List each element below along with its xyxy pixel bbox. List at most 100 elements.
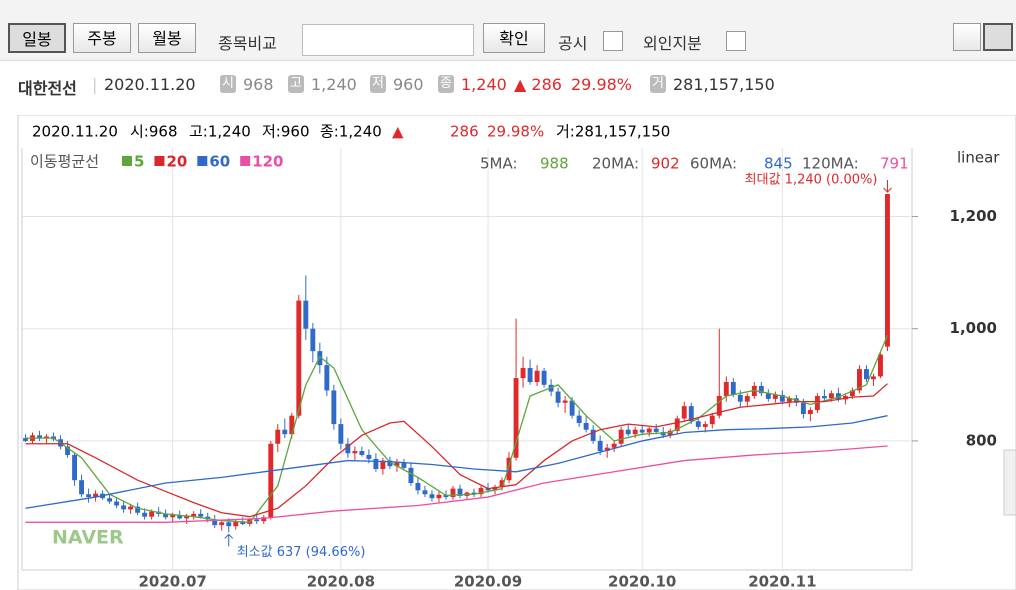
candle-body bbox=[772, 394, 778, 399]
candle-body bbox=[184, 516, 190, 519]
candle-body bbox=[786, 398, 792, 402]
badge: 종 bbox=[438, 75, 454, 93]
candle-body bbox=[555, 391, 561, 403]
ma-label: 120MA: bbox=[802, 155, 859, 173]
candle-body bbox=[345, 443, 351, 454]
min-label: 최소값 637 (94.66%) bbox=[237, 545, 366, 560]
candle-body bbox=[23, 438, 28, 441]
info-arrow: ▲ bbox=[392, 123, 404, 141]
candle-body bbox=[296, 300, 302, 416]
y-tick-label: 1,000 bbox=[950, 319, 997, 337]
chart: 2020.11.20 시:968 고:1,240 저:960 종:1,240 ▲… bbox=[17, 115, 1016, 590]
info-pct: 29.98% bbox=[487, 123, 544, 141]
x-tick-label: 2020.07 bbox=[139, 573, 207, 590]
candle-body bbox=[723, 382, 729, 397]
candle-body bbox=[359, 451, 365, 455]
quote-pct: 29.98% bbox=[571, 75, 633, 94]
candle-body bbox=[282, 429, 288, 435]
candle-body bbox=[44, 436, 49, 439]
week-button[interactable]: 주봉 bbox=[73, 23, 131, 53]
candle-body bbox=[37, 435, 42, 439]
info-close: 종:1,240 bbox=[320, 123, 382, 141]
candle-body bbox=[604, 447, 610, 452]
candle-body bbox=[730, 382, 736, 395]
candle-body bbox=[576, 415, 582, 423]
candle-body bbox=[394, 462, 400, 467]
candle-body bbox=[219, 522, 225, 526]
ma-value: 791 bbox=[880, 155, 909, 173]
compare-input[interactable] bbox=[302, 24, 474, 56]
candle-body bbox=[450, 488, 456, 498]
candle-body bbox=[170, 515, 176, 518]
candle-body bbox=[380, 460, 386, 469]
candle-body bbox=[128, 506, 134, 510]
min-arrow bbox=[224, 533, 234, 547]
x-tick-label: 2020.10 bbox=[608, 573, 676, 590]
candle-body bbox=[527, 367, 533, 383]
checkbox[interactable] bbox=[603, 31, 623, 51]
checkbox-label: 외인지분 bbox=[643, 34, 702, 53]
candle-body bbox=[233, 521, 239, 527]
badge: 저 bbox=[370, 75, 386, 93]
scale-label: linear bbox=[957, 149, 1000, 167]
candle-body bbox=[310, 328, 316, 352]
candle-body bbox=[429, 494, 435, 499]
max-arrow bbox=[883, 180, 892, 193]
candle-body bbox=[338, 424, 344, 444]
badge: 시 bbox=[220, 75, 236, 93]
max-label: 최대값 1,240 (0.00%) bbox=[745, 173, 878, 188]
candle-body bbox=[422, 490, 428, 495]
candle-body bbox=[303, 300, 309, 329]
confirm-button[interactable]: 확인 bbox=[483, 23, 545, 53]
candle-body bbox=[268, 443, 274, 518]
ma-value: 988 bbox=[540, 155, 569, 173]
info-volume: 거:281,157,150 bbox=[556, 123, 670, 141]
candle-body bbox=[373, 458, 379, 469]
candle-body bbox=[821, 396, 827, 399]
tool-icon[interactable] bbox=[983, 23, 1013, 51]
candle-body bbox=[702, 424, 708, 427]
candle-body bbox=[541, 370, 547, 385]
candle-body bbox=[632, 429, 638, 435]
candle-body bbox=[387, 460, 393, 467]
month-button[interactable]: 월봉 bbox=[138, 23, 196, 53]
candle-body bbox=[93, 493, 99, 498]
candle-body bbox=[79, 480, 85, 495]
candle-body bbox=[520, 367, 526, 379]
quote-row: 대한전선 | 2020.11.20 시 968 고 1,240 저 960 종 … bbox=[0, 62, 1016, 108]
info-change: 286 bbox=[450, 123, 479, 141]
candle-body bbox=[163, 513, 169, 518]
candle-body bbox=[871, 376, 876, 380]
ma-title: 이동평균선 bbox=[30, 153, 99, 171]
candle-body bbox=[716, 396, 722, 416]
candle-body bbox=[534, 370, 540, 383]
candle-body bbox=[562, 400, 568, 403]
quote-low: 960 bbox=[393, 75, 424, 94]
legend-swatch bbox=[197, 156, 208, 166]
ma-line bbox=[25, 335, 889, 523]
x-tick-label: 2020.11 bbox=[748, 573, 816, 590]
checkbox[interactable] bbox=[726, 31, 746, 51]
scroll-tab[interactable] bbox=[1003, 449, 1016, 516]
candle-body bbox=[240, 521, 246, 524]
candle-body bbox=[401, 462, 407, 468]
candle-body bbox=[275, 429, 281, 444]
x-tick-label: 2020.09 bbox=[454, 573, 522, 590]
tool-icon[interactable] bbox=[953, 23, 981, 51]
candle-body bbox=[191, 513, 197, 517]
candle-body bbox=[828, 393, 834, 399]
stock-name: 대한전선 bbox=[18, 79, 77, 98]
quote-high: 1,240 bbox=[311, 75, 357, 94]
quote-date: 2020.11.20 bbox=[104, 75, 196, 94]
legend-swatch bbox=[154, 156, 165, 166]
quote-volume: 281,157,150 bbox=[673, 75, 775, 94]
candle-body bbox=[758, 385, 764, 394]
candle-body bbox=[149, 511, 155, 517]
candle-body bbox=[765, 393, 771, 399]
candle-body bbox=[856, 369, 862, 391]
compare-label: 종목비교 bbox=[218, 34, 277, 53]
day-button[interactable]: 일봉 bbox=[8, 23, 66, 53]
candle-body bbox=[835, 393, 841, 400]
candle-body bbox=[674, 418, 680, 431]
